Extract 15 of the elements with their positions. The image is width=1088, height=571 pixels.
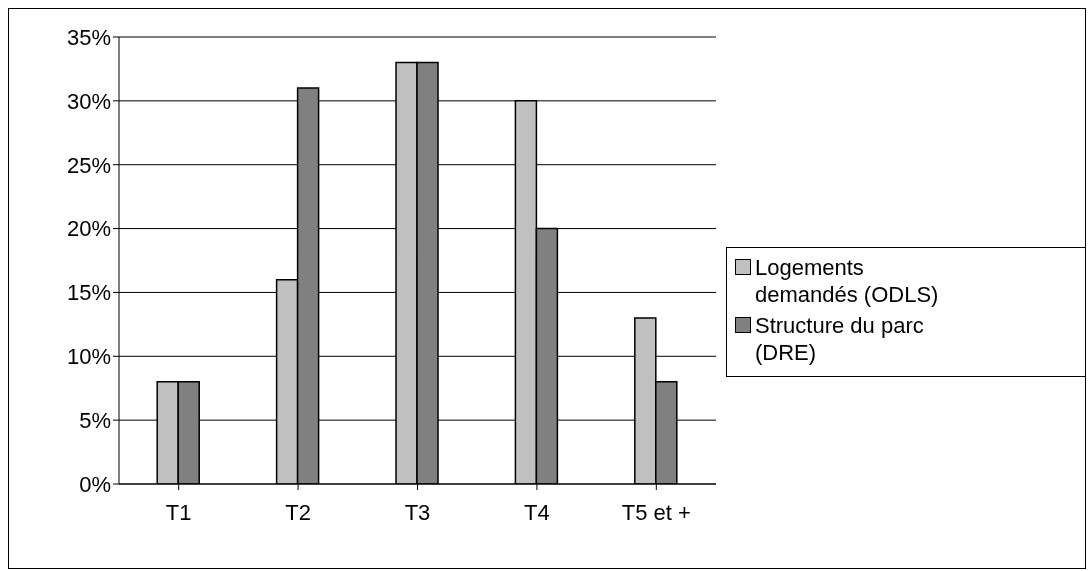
x-tick-label: T5 et + — [621, 499, 691, 525]
x-tick-label: T1 — [165, 499, 192, 525]
legend-label: Logements demandés (ODLS) — [755, 254, 940, 308]
legend-label: Structure du parc (DRE) — [755, 312, 925, 366]
x-tick-label: T2 — [285, 499, 311, 525]
y-tick-label: 15% — [66, 280, 111, 306]
y-tick-label: 35% — [66, 24, 111, 50]
y-tick-label: 5% — [79, 407, 111, 433]
y-tick-label: 25% — [66, 152, 111, 178]
y-tick-label: 30% — [66, 88, 111, 114]
x-tick-label: T3 — [404, 499, 431, 525]
y-tick-label: 10% — [66, 344, 111, 370]
y-tick-label: 20% — [66, 216, 111, 242]
x-tick-label: T4 — [524, 499, 550, 525]
y-tick-label: 0% — [79, 471, 111, 497]
